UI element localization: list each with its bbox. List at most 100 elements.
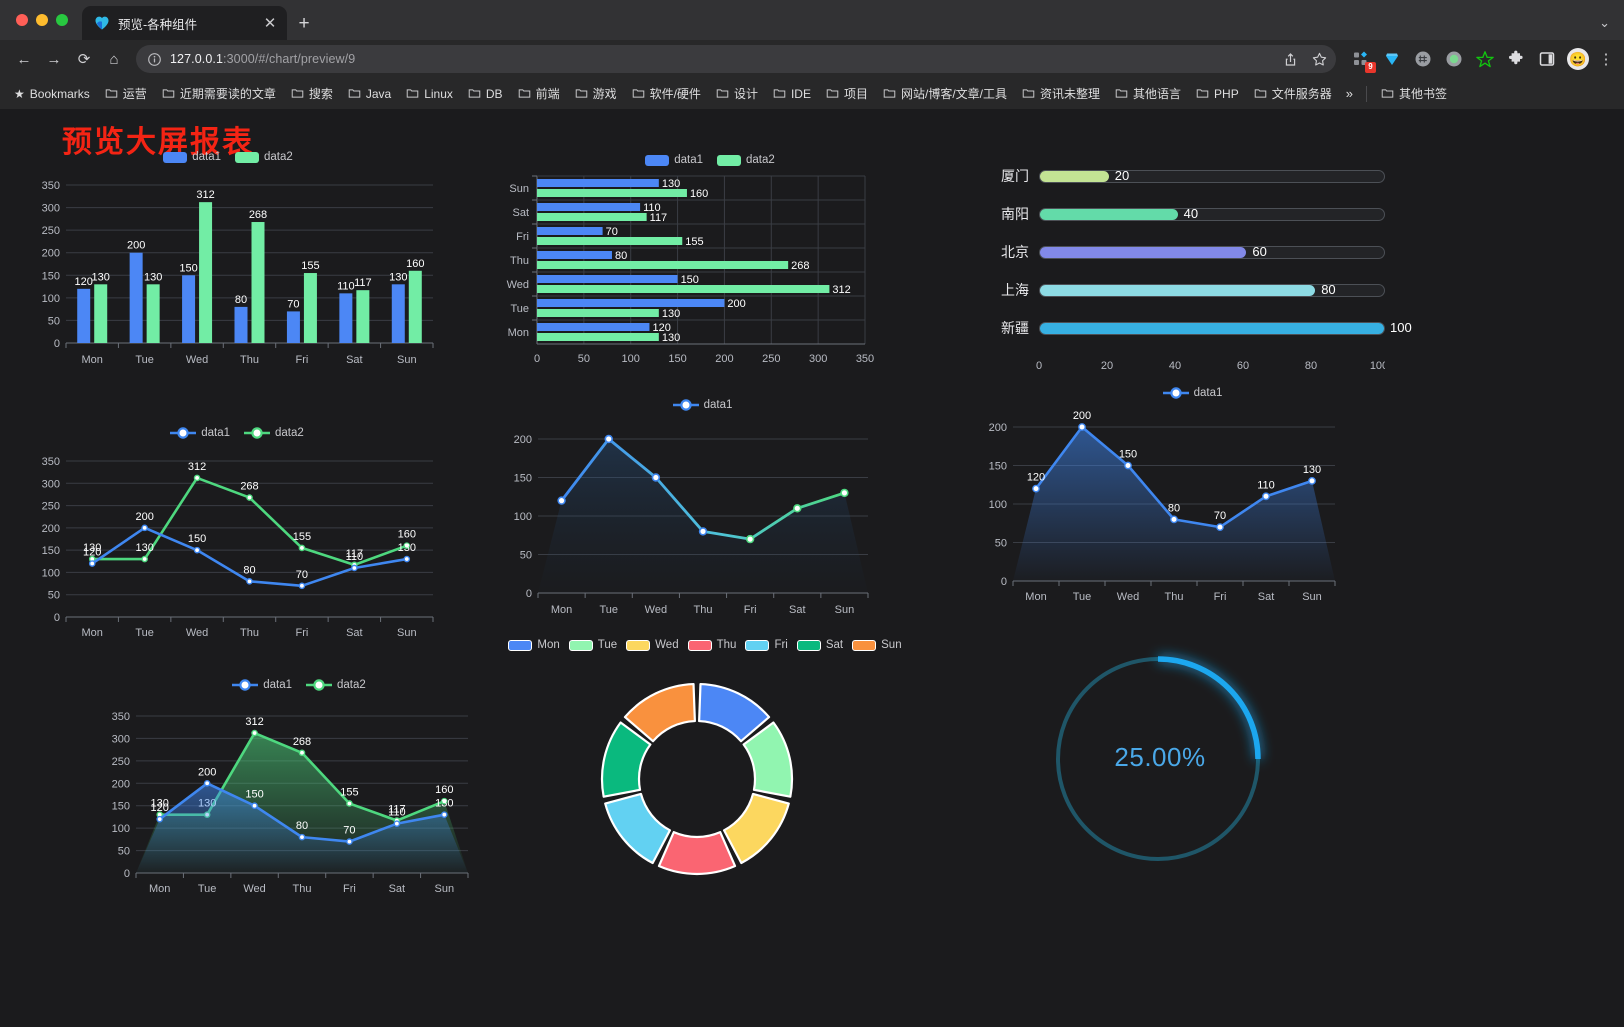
bookmark-folder-item[interactable]: 搜索 <box>285 82 339 105</box>
reload-button[interactable]: ⟳ <box>77 51 91 68</box>
bar[interactable] <box>537 213 647 221</box>
data-point[interactable] <box>246 578 253 585</box>
extensions-grid-icon[interactable]: 9 <box>1350 48 1376 73</box>
legend-item-mon[interactable]: Mon <box>508 639 560 651</box>
data-point[interactable] <box>298 582 306 590</box>
chart-gauge[interactable]: 25.00% <box>1010 634 1310 934</box>
bar[interactable] <box>537 299 725 307</box>
data-point[interactable] <box>1262 492 1270 501</box>
legend-item-data2[interactable]: data2 <box>244 427 304 439</box>
browser-tab[interactable]: 预览-各种组件 ✕ <box>82 6 287 40</box>
close-icon[interactable]: ✕ <box>263 14 277 32</box>
bar[interactable] <box>182 275 196 343</box>
data-point[interactable] <box>393 820 401 827</box>
progress-row[interactable]: 厦门 20 <box>985 157 1385 195</box>
bookmark-folder-item[interactable]: DB <box>462 84 509 104</box>
legend-item-data1[interactable]: data1 <box>672 399 732 411</box>
data-point[interactable] <box>1078 423 1086 431</box>
progress-track[interactable]: 80 <box>1039 282 1385 297</box>
progress-track[interactable]: 60 <box>1039 244 1385 259</box>
data-point[interactable] <box>745 534 755 544</box>
legend-item-sat[interactable]: Sat <box>796 639 843 651</box>
bar[interactable] <box>537 227 603 235</box>
star-outline-green-icon[interactable] <box>1474 48 1496 70</box>
bookmark-manager-entry[interactable]: ★ Bookmarks <box>8 84 96 104</box>
chart-area-two-series[interactable]: data1 data2 0 50 100 150 200 250 300 350 Mon Tue W… <box>78 679 508 949</box>
data-point[interactable] <box>251 729 258 737</box>
hashtag-circle-icon[interactable] <box>1412 48 1434 70</box>
bar[interactable] <box>94 284 108 343</box>
bar[interactable] <box>77 288 91 343</box>
share-icon[interactable] <box>1282 51 1299 68</box>
legend-item-sun[interactable]: Sun <box>852 639 902 651</box>
green-dot-icon[interactable] <box>1443 48 1465 70</box>
bar[interactable] <box>286 311 300 343</box>
data-point[interactable] <box>156 815 164 823</box>
progress-track[interactable]: 100 <box>1039 320 1412 335</box>
data-point[interactable] <box>298 833 306 841</box>
data-point[interactable] <box>141 524 148 532</box>
progress-track[interactable]: 20 <box>1039 168 1385 183</box>
bar[interactable] <box>146 284 160 343</box>
bar[interactable] <box>234 306 248 343</box>
home-button[interactable]: ⌂ <box>109 50 119 68</box>
bookmark-folder-item[interactable]: 设计 <box>710 82 764 105</box>
legend-item-data1[interactable]: data1 <box>163 151 221 163</box>
bookmark-folder-item[interactable]: 其他语言 <box>1109 82 1187 105</box>
star-icon[interactable] <box>1311 51 1328 68</box>
pie-slice[interactable] <box>623 682 696 743</box>
pie-slice[interactable] <box>604 792 672 865</box>
bar[interactable] <box>129 252 143 343</box>
data-point[interactable] <box>298 544 306 552</box>
bar[interactable] <box>199 202 213 343</box>
data-point[interactable] <box>193 474 201 482</box>
data-point[interactable] <box>557 496 566 505</box>
address-bar[interactable]: 127.0.0.1:3000/#/chart/preview/9 <box>136 45 1336 73</box>
forward-button[interactable]: → <box>46 50 62 68</box>
progress-row[interactable]: 北京 60 <box>985 233 1385 271</box>
legend-item-data1[interactable]: data1 <box>645 154 703 166</box>
bookmark-folder-item[interactable]: 资讯未整理 <box>1016 82 1106 105</box>
data-point[interactable] <box>193 546 201 554</box>
data-point[interactable] <box>346 838 353 845</box>
data-point[interactable] <box>251 802 258 810</box>
legend-item-data1[interactable]: data1 <box>1162 387 1222 399</box>
progress-row[interactable]: 南阳 40 <box>985 195 1385 233</box>
data-point[interactable] <box>440 797 448 805</box>
bar[interactable] <box>339 293 353 343</box>
legend-item-fri[interactable]: Fri <box>745 639 788 651</box>
data-point[interactable] <box>351 564 358 572</box>
legend-item-wed[interactable]: Wed <box>626 639 679 651</box>
data-point[interactable] <box>440 811 448 818</box>
info-icon[interactable] <box>147 52 162 67</box>
data-point[interactable] <box>403 555 411 563</box>
kebab-menu-icon[interactable]: ⋮ <box>1598 51 1614 68</box>
close-window-button[interactable] <box>16 14 28 26</box>
data-point[interactable] <box>1170 515 1178 524</box>
bar[interactable] <box>251 222 265 343</box>
data-point[interactable] <box>1308 477 1316 485</box>
bar[interactable] <box>391 284 405 343</box>
bookmark-folder-item[interactable]: 运营 <box>99 82 153 105</box>
progress-row[interactable]: 上海 80 <box>985 271 1385 309</box>
maximize-window-button[interactable] <box>56 14 68 26</box>
puzzle-icon[interactable] <box>1505 48 1527 70</box>
pie-slice[interactable] <box>742 721 794 798</box>
progress-row[interactable]: 新疆 100 <box>985 309 1412 347</box>
chart-line-gradient[interactable]: data1 0 50 100 150 200 Mon Tue Wed Thu Fri Sat Sun <box>490 399 910 699</box>
bookmark-folder-item[interactable]: 近期需要读的文章 <box>156 82 282 105</box>
data-point[interactable] <box>698 527 708 536</box>
chart-line-two-series[interactable]: data1 data2 0 50 100 150 200 250 300 350 Mon Tue W… <box>18 427 448 687</box>
pie-slice[interactable] <box>722 792 790 865</box>
legend-item-data1[interactable]: data1 <box>232 679 292 691</box>
bar[interactable] <box>408 270 422 343</box>
data-point[interactable] <box>298 749 306 757</box>
legend-item-data2[interactable]: data2 <box>235 151 293 163</box>
data-point[interactable] <box>246 494 253 501</box>
data-point[interactable] <box>840 488 849 498</box>
progress-track[interactable]: 40 <box>1039 206 1385 221</box>
bar[interactable] <box>537 261 789 269</box>
bookmark-folder-item[interactable]: 软件/硬件 <box>626 82 707 105</box>
bar[interactable] <box>537 285 830 293</box>
bar[interactable] <box>537 251 612 259</box>
